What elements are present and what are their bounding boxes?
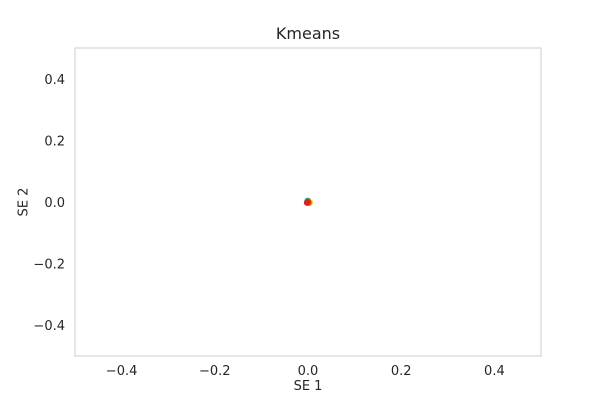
y-tick-label: −0.4 <box>33 319 65 334</box>
x-tick-label: 0.4 <box>484 364 505 379</box>
y-tick-label: 0.4 <box>44 73 65 88</box>
y-tick-label: 0.2 <box>44 134 65 149</box>
x-tick-label: 0.2 <box>391 364 412 379</box>
y-tick-label: 0.0 <box>44 196 65 211</box>
x-tick-labels: −0.4 −0.2 0.0 0.2 0.4 <box>106 364 505 379</box>
data-points <box>303 197 314 207</box>
x-axis-label: SE 1 <box>293 379 323 394</box>
scatter-point <box>304 198 312 206</box>
y-tick-label: −0.2 <box>33 258 65 273</box>
x-tick-label: 0.0 <box>298 364 319 379</box>
chart-title: Kmeans <box>275 24 341 43</box>
x-tick-label: −0.4 <box>106 364 138 379</box>
y-tick-labels: 0.4 0.2 0.0 −0.2 −0.4 <box>33 73 65 334</box>
x-tick-label: −0.2 <box>199 364 231 379</box>
